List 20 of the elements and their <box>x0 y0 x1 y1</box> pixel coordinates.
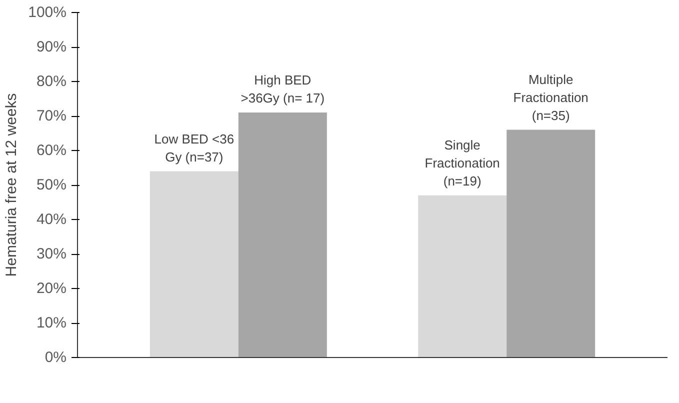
y-tick-label: 40% <box>36 211 67 228</box>
bar <box>506 130 596 358</box>
y-tick-label: 0% <box>44 349 67 366</box>
y-tick-label: 30% <box>36 246 67 262</box>
y-tick-label: 60% <box>36 142 67 159</box>
bar <box>238 112 327 358</box>
y-tick-label: 90% <box>36 38 67 56</box>
y-tick-label: 50% <box>36 176 67 194</box>
y-tick-label: 70% <box>36 108 67 124</box>
annotation: Low BED <36 Gy (n=37) <box>154 131 234 164</box>
annotation: Single Fractionation (n=19) <box>424 137 500 188</box>
y-tick-label: 100% <box>28 4 67 21</box>
bar <box>418 195 507 358</box>
y-axis-title: Hematuria free at 12 weeks <box>3 93 20 277</box>
annotation: Multiple Fractionation (n=35) <box>513 72 588 123</box>
annotation: High BED >36Gy (n= 17) <box>240 72 325 106</box>
y-tick-label: 10% <box>36 314 67 332</box>
bar <box>150 171 238 358</box>
y-tick-label: 80% <box>36 73 67 90</box>
y-tick-label: 20% <box>36 280 67 297</box>
